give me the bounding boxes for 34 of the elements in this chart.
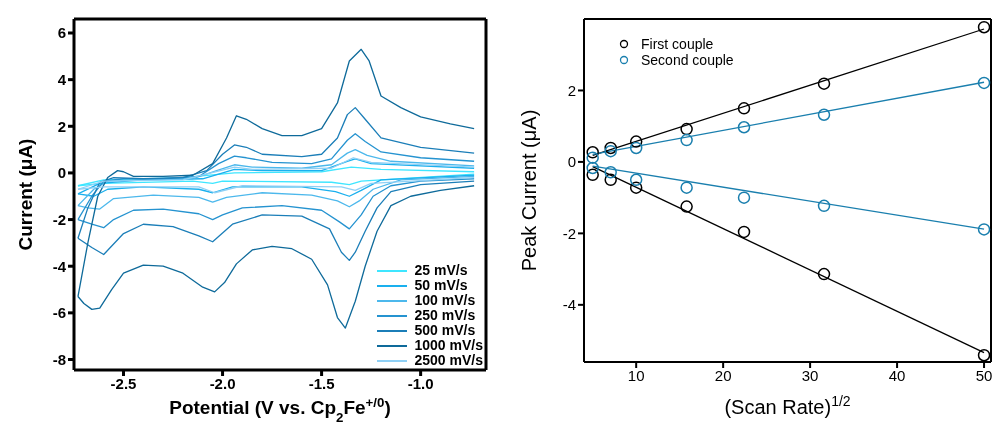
y-tick-label: -8: [52, 350, 66, 368]
legend-label: 500 mV/s: [414, 322, 476, 338]
y-tick-label: 2: [57, 117, 66, 135]
y-tick-label: 0: [57, 164, 66, 182]
legend-label: First couple: [641, 36, 714, 52]
y-axis-title: Current (μA): [15, 138, 36, 251]
x-axis-title: Potential (V vs. Cp$_{2}$Fe$^{+/0}$): [169, 394, 391, 425]
y-tick-label: 2: [567, 81, 576, 99]
y-tick-label: 4: [57, 70, 67, 88]
y-tick-label: -6: [52, 304, 66, 322]
y-tick-label: 6: [57, 24, 66, 42]
legend-label: Second couple: [641, 52, 734, 68]
y-tick-label: -4: [562, 296, 576, 314]
y-tick-label: -2: [562, 224, 576, 242]
y-tick-label: 0: [567, 153, 576, 171]
y-tick-label: -2: [52, 210, 66, 228]
x-tick-label: 40: [888, 366, 906, 384]
x-tick-label: 20: [714, 366, 732, 384]
legend-label: 25 mV/s: [414, 262, 468, 278]
x-tick-label: 10: [627, 366, 645, 384]
y-axis-title: Peak Current (μA): [518, 109, 540, 272]
legend-label: 250 mV/s: [414, 307, 476, 323]
legend-label: 100 mV/s: [414, 292, 476, 308]
legend-label: 50 mV/s: [414, 277, 468, 293]
y-tick-label: -4: [52, 257, 67, 275]
x-tick-label: -2.0: [209, 374, 236, 392]
x-tick-label: -1.5: [308, 374, 335, 392]
x-tick-label: 50: [975, 366, 993, 384]
legend-label: 2500 mV/s: [414, 352, 483, 368]
x-tick-label: -2.5: [110, 374, 137, 392]
x-tick-label: -1.0: [407, 374, 434, 392]
x-axis-title: (Scan Rate)$^{1/2}$: [724, 393, 851, 418]
legend-label: 1000 mV/s: [414, 337, 483, 353]
x-tick-label: 30: [801, 366, 819, 384]
